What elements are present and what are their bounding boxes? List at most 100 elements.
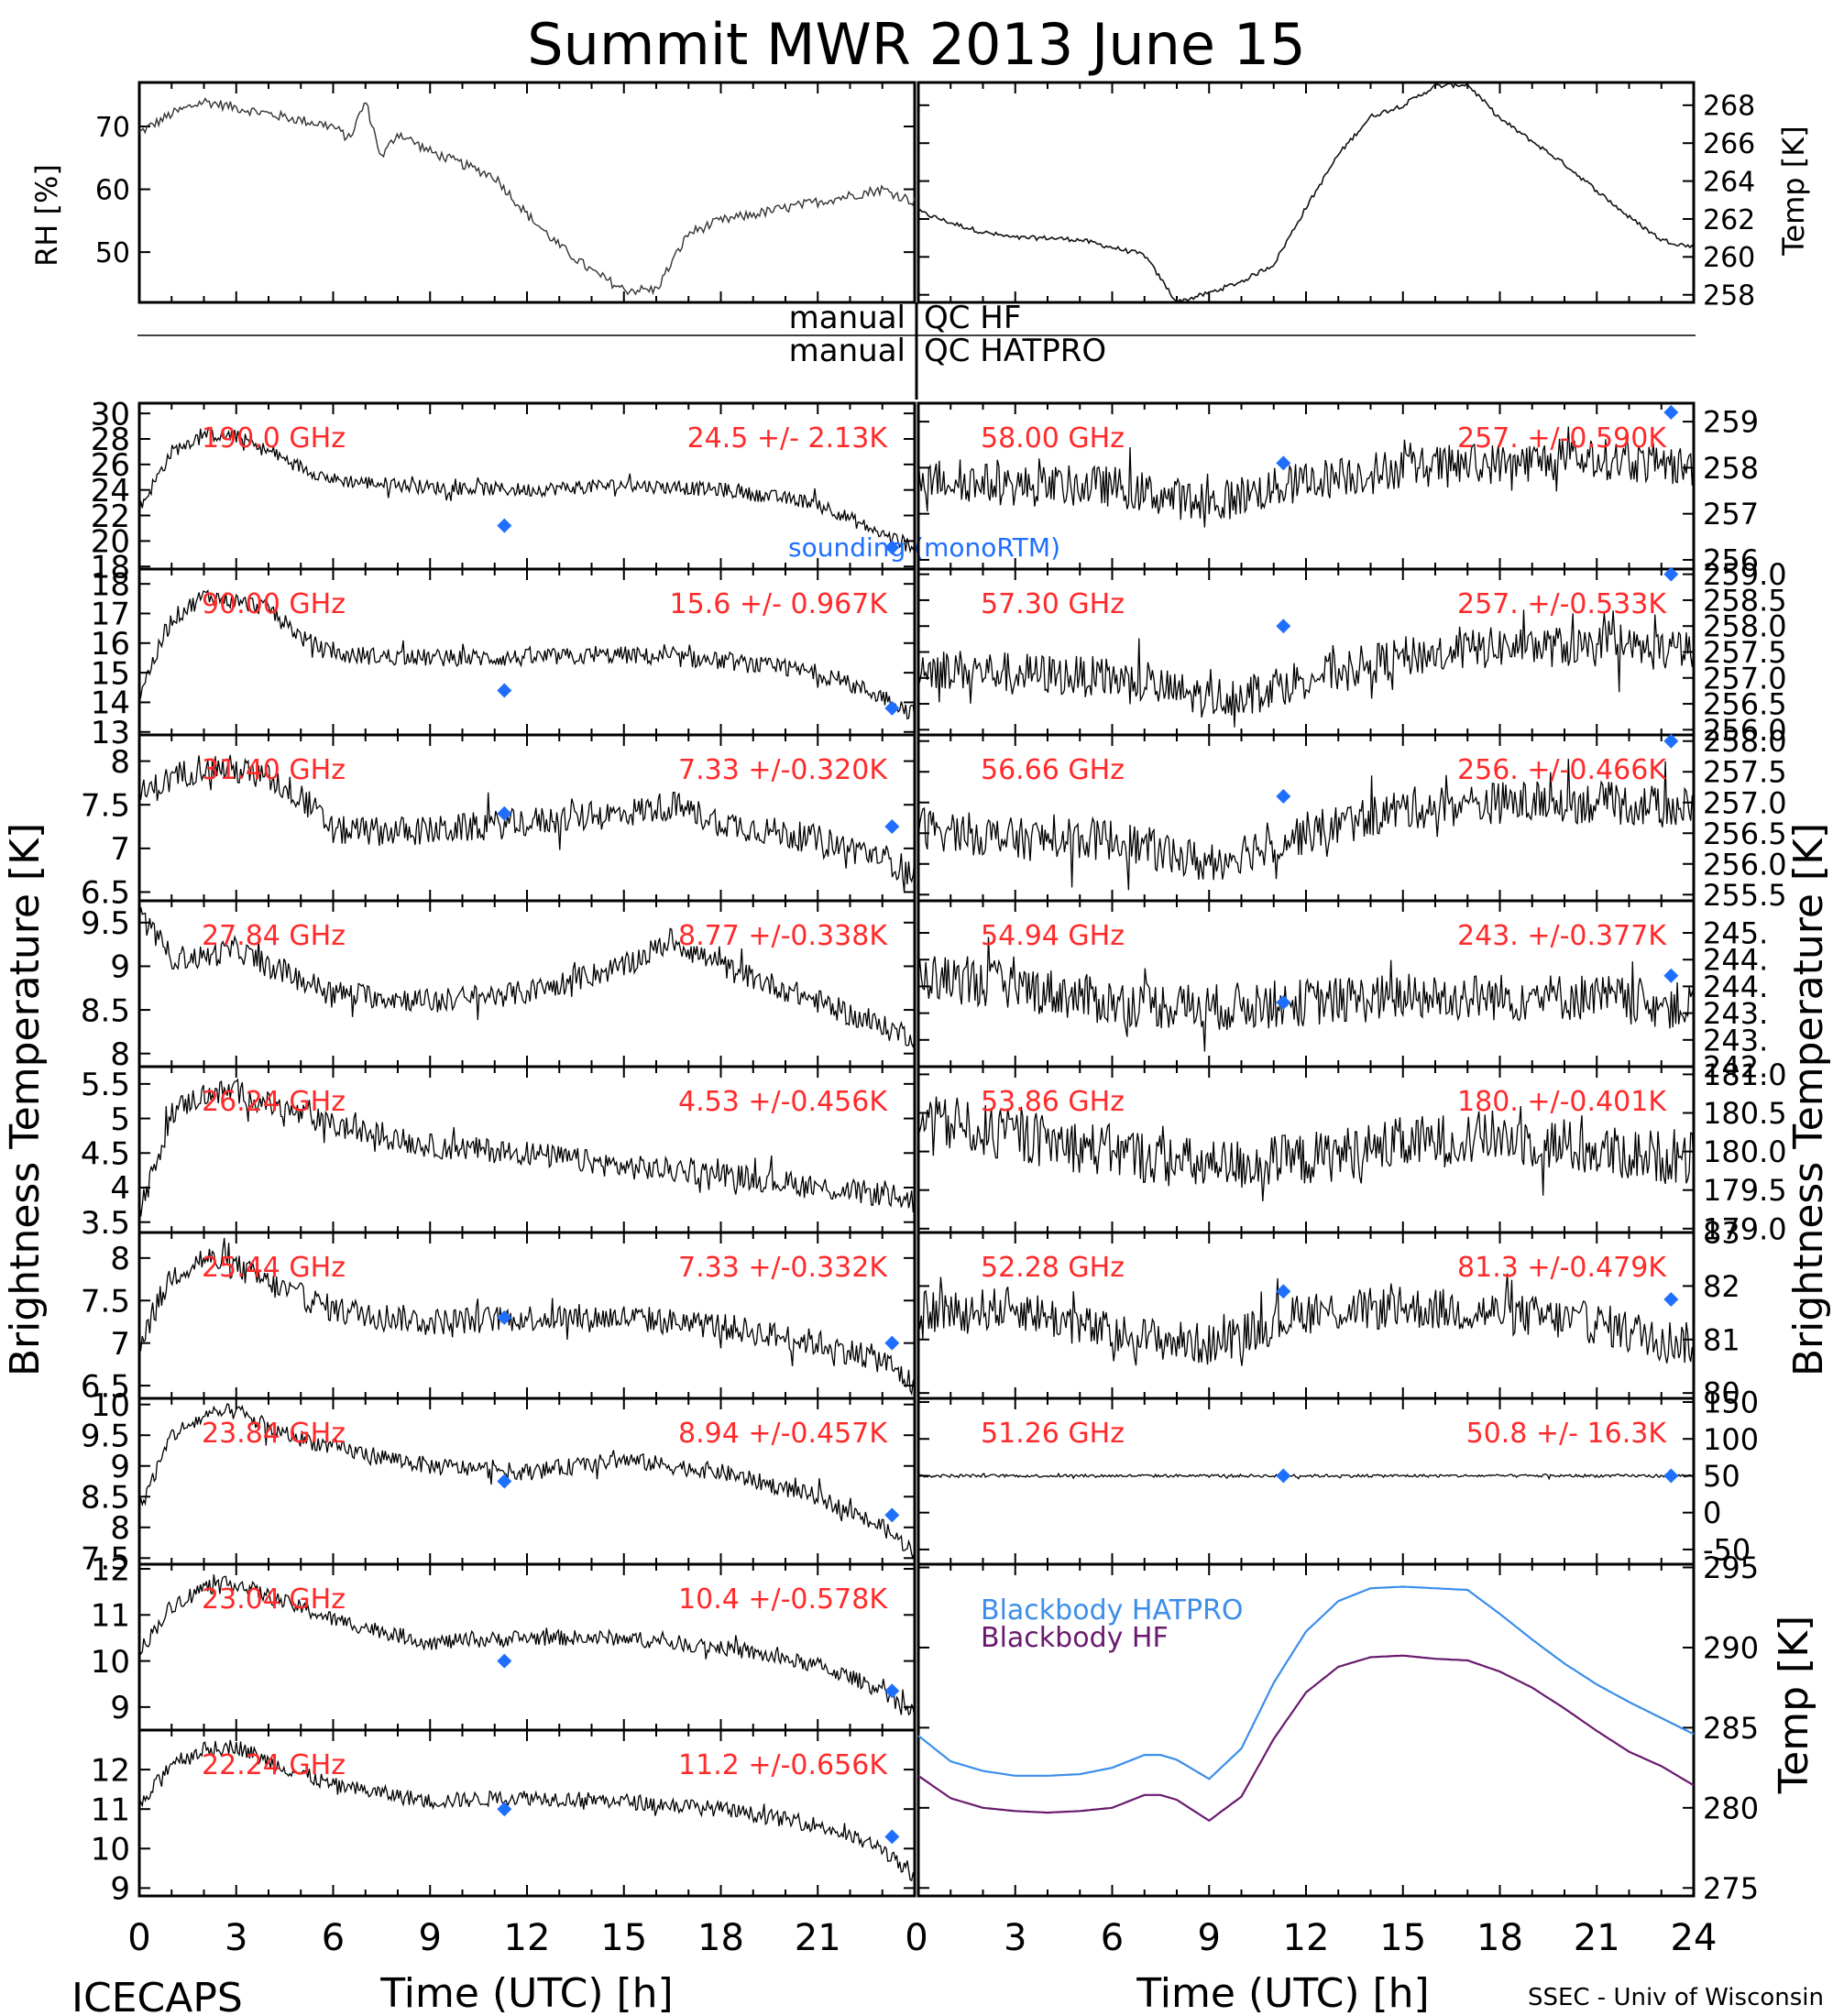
y-tick-label: 256.0 (1703, 847, 1787, 882)
channel-stat-label: 257. +/-0.590K (1457, 422, 1667, 455)
sounding-marker (884, 1335, 900, 1351)
channel-frequency-label: 57.30 GHz (981, 588, 1125, 620)
y-tick-label: 81 (1703, 1322, 1740, 1357)
y-tick-label: 257.0 (1703, 661, 1787, 696)
y-tick-label: 70 (95, 112, 130, 144)
y-tick-label: 150 (1703, 1386, 1759, 1420)
y-tick-label: 242. (1703, 1050, 1768, 1085)
x-tick-label: 3 (225, 1917, 247, 1959)
channel-data-line (138, 426, 916, 554)
x-tick-label: 0 (905, 1917, 927, 1959)
x-tick-label: 15 (600, 1917, 647, 1959)
y-tick-label: 257 (1703, 497, 1759, 531)
right-channel-panel: 80 81 82 83 52.28 GHz 81.3 +/-0.479K (916, 1216, 1740, 1411)
y-tick-label: 244. (1703, 970, 1768, 1004)
y-tick-label: 256.5 (1703, 816, 1787, 851)
channel-stat-label: 257. +/-0.533K (1457, 588, 1667, 620)
qc-hatpro-left-label: manual (789, 333, 906, 369)
x-tick-label: 21 (1574, 1917, 1620, 1959)
channel-frequency-label: 58.00 GHz (981, 422, 1125, 455)
left-channel-panel: 8 8.5 9 9.5 27.84 GHz 8.77 +/-0.338K (81, 899, 916, 1073)
blackbody-series-line (917, 1585, 1695, 1780)
x-axis-label-left: Time (UTC) [h] (379, 1970, 673, 2016)
temp-panel-frame (916, 81, 1696, 304)
y-tick-label: 5.5 (81, 1067, 130, 1103)
y-tick-label: 179.5 (1703, 1173, 1787, 1208)
channel-data-line (917, 759, 1695, 891)
sounding-marker (884, 1507, 900, 1523)
y-tick-label: 181.0 (1703, 1057, 1787, 1092)
channel-frequency-label: 31.40 GHz (202, 754, 346, 786)
channel-stat-label: 243. +/-0.377K (1457, 920, 1667, 952)
channel-stat-label: 11.2 +/-0.656K (678, 1749, 888, 1781)
sounding-marker (1663, 733, 1679, 749)
channel-stat-label: 256. +/-0.466K (1457, 754, 1667, 786)
channel-data-line (917, 1273, 1695, 1366)
x-tick-label: 18 (1476, 1917, 1523, 1959)
channel-data-line (138, 906, 916, 1049)
y-tick-label: 8 (110, 1510, 130, 1547)
y-tick-label: 257.5 (1703, 635, 1787, 670)
channel-data-line (917, 1472, 1695, 1481)
channel-stat-label: 7.33 +/-0.332K (678, 1252, 888, 1284)
sounding-marker (497, 1474, 512, 1489)
y-tick-label: 258.5 (1703, 583, 1787, 618)
x-tick-label: 12 (504, 1917, 551, 1959)
channel-stat-label: 8.94 +/-0.457K (678, 1418, 888, 1450)
y-tick-label: 244. (1703, 943, 1768, 978)
y-tick-label: 9 (110, 1449, 130, 1485)
met-panels: 50 60 70 258 260 262 264 266 268 (95, 81, 1755, 312)
channel-data-line (138, 589, 916, 723)
y-tick-label: 257.5 (1703, 755, 1787, 790)
channel-frequency-label: 25.44 GHz (202, 1252, 346, 1284)
channel-stat-label: 4.53 +/-0.456K (678, 1086, 888, 1118)
y-tick-label: 30 (91, 396, 130, 433)
x-tick-labels: 0 3 6 9 12 15 18 21 0 3 6 9 12 15 18 21 24 (127, 1917, 1717, 1959)
y-tick-label: 258 (1703, 280, 1755, 312)
sounding-legend-label: sounding (monoRTM) (788, 532, 1060, 563)
y-tick-label: 10 (91, 1387, 130, 1424)
y-tick-label: 17 (91, 597, 130, 633)
x-tick-label: 18 (697, 1917, 744, 1959)
channel-stat-label: 15.6 +/- 0.967K (670, 588, 889, 620)
y-tick-label: 8 (110, 1241, 130, 1277)
y-tick-label: 7.5 (81, 1541, 130, 1578)
sounding-marker (1276, 1468, 1291, 1484)
sounding-marker (497, 1309, 512, 1325)
x-tick-label: 21 (795, 1917, 841, 1959)
x-tick-label: 24 (1671, 1917, 1718, 1959)
y-tick-label: 100 (1703, 1422, 1759, 1457)
blackbody-legend-label: Blackbody HATPRO (981, 1594, 1244, 1627)
y-tick-label: 83 (1703, 1216, 1740, 1251)
x-tick-label: 9 (419, 1917, 442, 1959)
channel-data-line (138, 1402, 916, 1560)
x-tick-label: 12 (1283, 1917, 1330, 1959)
y-tick-label: 8 (110, 744, 130, 781)
y-tick-label: 258.0 (1703, 609, 1787, 644)
y-tick-label: 12 (91, 1752, 130, 1789)
channel-data-line (917, 426, 1695, 528)
y-tick-label: 7 (110, 831, 130, 868)
y-tick-label: 259 (1703, 405, 1759, 440)
y-tick-label: 18 (91, 549, 130, 586)
channel-stat-label: 8.77 +/-0.338K (678, 920, 888, 952)
channel-frequency-label: 54.94 GHz (981, 920, 1125, 952)
sounding-marker (1276, 1284, 1291, 1299)
channel-stat-label: 7.33 +/-0.320K (678, 754, 888, 786)
channel-frequency-label: 23.04 GHz (202, 1583, 346, 1616)
channel-data-line (138, 1078, 916, 1217)
y-tick-label: 3.5 (81, 1205, 130, 1242)
channel-frequency-label: 27.84 GHz (202, 920, 346, 952)
sounding-marker (497, 683, 512, 698)
y-tick-label: 9 (110, 1871, 130, 1908)
y-tick-label: 5 (110, 1101, 130, 1138)
temp-top-axis-label: Temp [K] (1776, 126, 1811, 256)
y-tick-label: -50 (1703, 1532, 1751, 1567)
sounding-marker (1276, 455, 1291, 471)
y-tick-label: 10 (91, 1644, 130, 1681)
channel-frequency-label: 53.86 GHz (981, 1086, 1125, 1118)
right-channel-panel: 242.243.243.244.244.245.54.94 GHz 243. +/… (916, 899, 1768, 1085)
